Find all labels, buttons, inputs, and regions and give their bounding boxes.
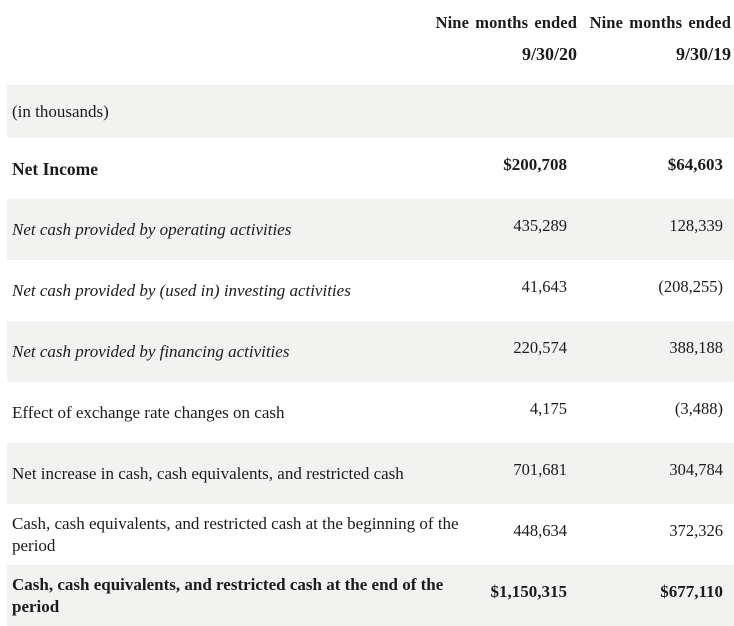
table-header: Nine months ended 9/30/20 Nine months en… — [0, 0, 734, 85]
table-row-cash-end-of-period: Cash, cash equivalents, and restricted c… — [7, 565, 734, 626]
table-row-exchange-rate-effect: Effect of exchange rate changes on cash … — [7, 382, 734, 443]
table-body: (in thousands) Net Income $200,708 $64,6… — [7, 85, 734, 626]
value-2019: 372,326 — [669, 520, 723, 540]
value-2019: $64,603 — [667, 154, 723, 174]
value-2019: $677,110 — [660, 581, 723, 601]
column-header-period-label: Nine months ended — [435, 13, 577, 32]
row-label: Net Income — [12, 158, 99, 179]
table-row-net-income: Net Income $200,708 $64,603 — [7, 138, 734, 199]
value-2020: $200,708 — [503, 154, 567, 174]
value-2020: 41,643 — [521, 276, 567, 296]
column-header-period-2019: Nine months ended 9/30/19 — [590, 13, 731, 64]
table-row-investing-activities: Net cash provided by (used in) investing… — [7, 260, 734, 321]
row-label: Net cash provided by operating activitie… — [12, 219, 292, 239]
value-2019: 388,188 — [669, 337, 723, 357]
row-label: Cash, cash equivalents, and restricted c… — [12, 574, 444, 616]
table-row-net-increase-in-cash: Net increase in cash, cash equivalents, … — [7, 443, 734, 504]
column-header-date-2019: 9/30/19 — [675, 44, 731, 64]
value-2020: 701,681 — [513, 459, 567, 479]
value-2020: $1,150,315 — [490, 581, 568, 601]
table-row-operating-activities: Net cash provided by operating activitie… — [7, 199, 734, 260]
value-2019: (3,488) — [674, 398, 723, 418]
row-label: Effect of exchange rate changes on cash — [12, 402, 285, 422]
value-2019: 304,784 — [669, 459, 723, 479]
row-label: Net cash provided by (used in) investing… — [12, 280, 351, 300]
units-row: (in thousands) — [7, 85, 734, 138]
column-header-date-2020: 9/30/20 — [521, 44, 577, 64]
value-2020: 448,634 — [513, 520, 567, 540]
units-label: (in thousands) — [12, 101, 109, 121]
row-label: Cash, cash equivalents, and restricted c… — [12, 513, 459, 555]
value-2020: 435,289 — [513, 215, 567, 235]
column-header-period-2020: Nine months ended 9/30/20 — [436, 13, 577, 64]
row-label: Net cash provided by financing activitie… — [12, 341, 290, 361]
table-row-cash-beginning-of-period: Cash, cash equivalents, and restricted c… — [7, 504, 734, 565]
value-2019: 128,339 — [669, 215, 723, 235]
value-2019: (208,255) — [658, 276, 723, 296]
row-label: Net increase in cash, cash equivalents, … — [12, 463, 404, 483]
column-header-period-label: Nine months ended — [589, 13, 731, 32]
value-2020: 220,574 — [513, 337, 567, 357]
value-2020: 4,175 — [529, 398, 567, 418]
table-row-financing-activities: Net cash provided by financing activitie… — [7, 321, 734, 382]
